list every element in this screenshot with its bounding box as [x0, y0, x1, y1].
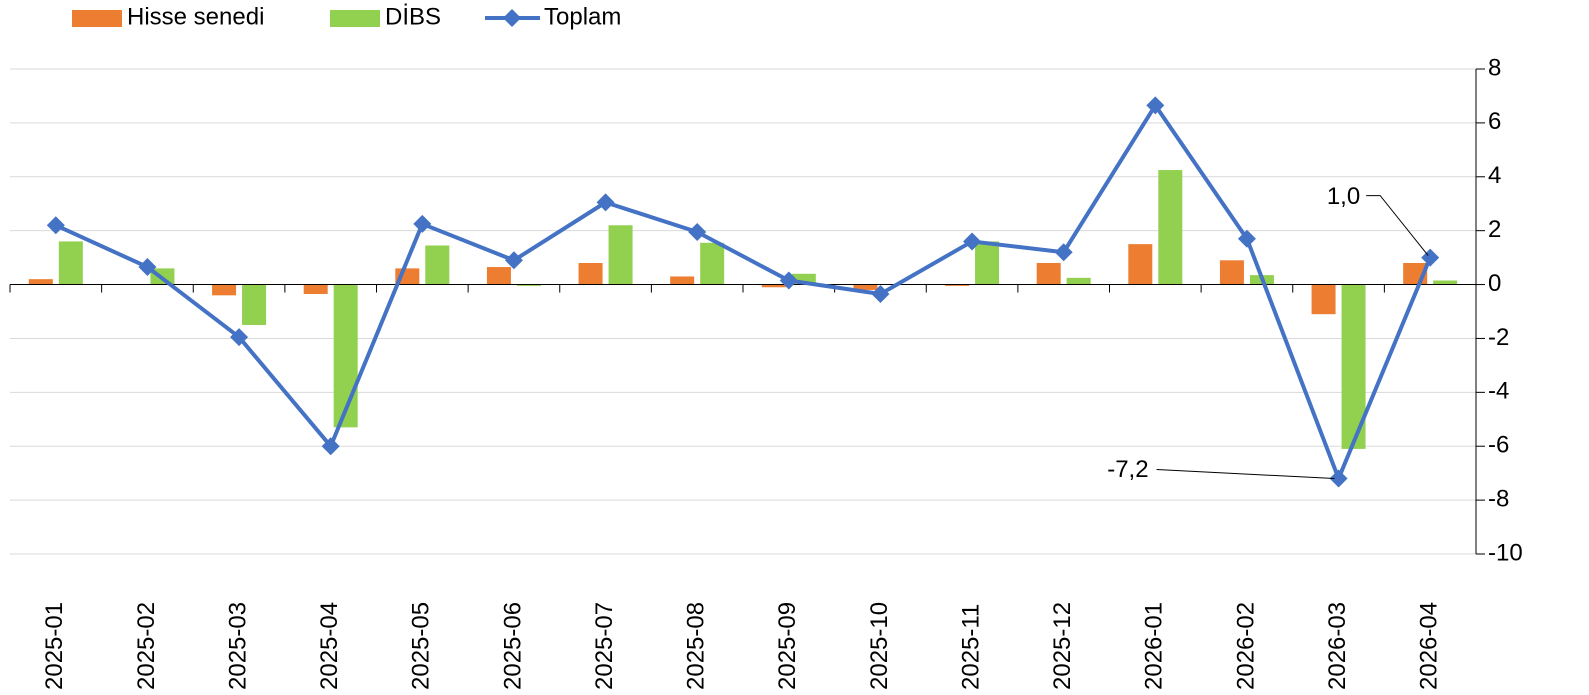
bar [761, 284, 786, 288]
bar [975, 241, 1000, 285]
bar [670, 276, 695, 285]
bar [791, 273, 816, 285]
bar [700, 242, 725, 285]
data-label: -7,2 [1107, 456, 1148, 483]
line-marker [596, 193, 615, 212]
bar [333, 284, 358, 428]
line-marker [1054, 243, 1073, 262]
bar [1158, 170, 1183, 285]
bar [1311, 284, 1336, 315]
bar [212, 284, 237, 296]
bar [28, 279, 53, 285]
line-marker [779, 271, 798, 290]
line-marker [871, 284, 890, 303]
bar [1433, 280, 1458, 285]
bar [1128, 244, 1153, 285]
legend-swatch [330, 10, 380, 27]
bar [516, 284, 541, 286]
bar [945, 284, 970, 286]
bar [242, 284, 267, 325]
bar [303, 284, 328, 294]
line [54, 103, 1433, 481]
legend-label: Hisse senedi [127, 3, 264, 30]
bar [486, 267, 511, 285]
y-tick-label: -6 [1488, 432, 1509, 459]
y-tick-label: -2 [1488, 324, 1509, 351]
line-marker [688, 223, 707, 242]
legend-swatch [72, 10, 122, 27]
leader-line [1366, 195, 1429, 256]
x-tick-label: 2025-08 [683, 602, 710, 690]
line-marker [321, 437, 340, 456]
line-marker [46, 216, 65, 235]
x-tick-label: 2026-01 [1141, 602, 1168, 690]
bar [608, 225, 633, 285]
line-marker [230, 328, 249, 347]
line-marker [1329, 469, 1348, 488]
legend-swatch [503, 9, 521, 27]
x-tick-label: 2025-11 [957, 604, 984, 690]
legend-label: Toplam [544, 3, 621, 30]
bar [1066, 277, 1091, 285]
line-marker [413, 214, 432, 233]
bar [1219, 260, 1244, 285]
y-tick-label: 4 [1488, 162, 1501, 189]
x-tick-label: 2025-07 [591, 602, 618, 690]
x-tick-label: 2025-04 [316, 602, 343, 690]
bar [578, 263, 603, 285]
y-tick-label: 8 [1488, 54, 1501, 81]
y-tick-label: 0 [1488, 270, 1501, 297]
x-tick-label: 2025-10 [866, 602, 893, 690]
line-marker [138, 258, 157, 277]
bar [425, 245, 450, 285]
x-tick-label: 2026-04 [1416, 602, 1443, 690]
line-marker [504, 251, 523, 270]
bar [1036, 263, 1061, 285]
y-tick-label: -10 [1488, 539, 1523, 566]
x-tick-label: 2025-02 [133, 602, 160, 690]
y-tick-label: -4 [1488, 378, 1509, 405]
y-tick-label: 6 [1488, 108, 1501, 135]
bar [853, 284, 878, 290]
y-tick-label: -8 [1488, 485, 1509, 512]
x-tick-label: 2025-01 [41, 602, 68, 690]
x-tick-label: 2026-03 [1324, 602, 1351, 690]
x-tick-label: 2025-03 [224, 602, 251, 690]
line-marker [963, 232, 982, 251]
bar [58, 241, 83, 285]
x-tick-label: 2025-12 [1049, 602, 1076, 690]
legend-label: DİBS [385, 3, 441, 30]
line-marker [1237, 229, 1256, 248]
x-tick-label: 2025-06 [499, 602, 526, 690]
y-tick-label: 2 [1488, 216, 1501, 243]
data-label: 1,0 [1327, 183, 1360, 210]
x-tick-label: 2025-09 [774, 602, 801, 690]
x-tick-label: 2026-02 [1232, 602, 1259, 690]
x-tick-label: 2025-05 [408, 602, 435, 690]
leader-line [1156, 469, 1335, 480]
line-marker [1146, 96, 1165, 115]
